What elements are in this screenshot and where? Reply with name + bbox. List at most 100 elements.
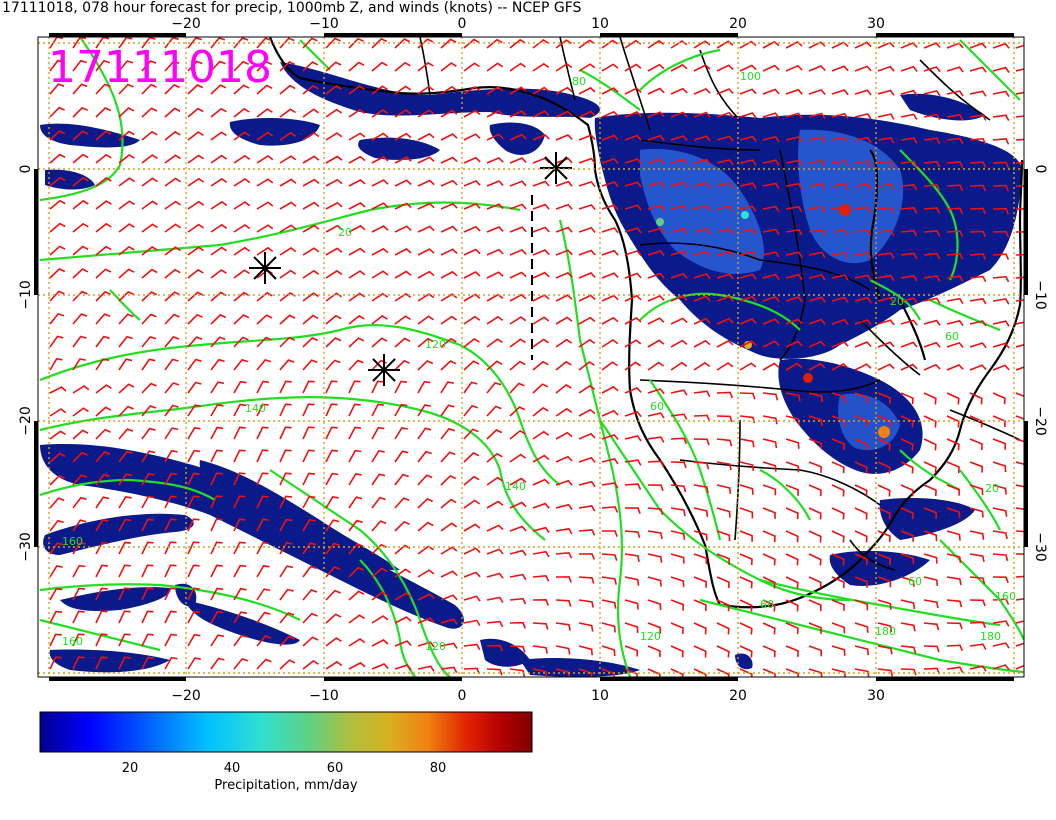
wind-barb: [601, 433, 619, 441]
wind-barb: [578, 86, 596, 95]
wind-barb: [969, 297, 987, 305]
wind-barb: [118, 223, 135, 233]
wind-barb: [578, 110, 596, 118]
wind-barb: [325, 449, 338, 463]
wind-barb: [762, 318, 780, 325]
wind-barb: [946, 66, 964, 73]
wind-barb: [808, 88, 826, 96]
wind-barb: [693, 295, 711, 302]
wind-barb: [992, 253, 1010, 261]
wind-barb: [417, 641, 435, 648]
wind-barb: [302, 660, 319, 670]
wind-barb: [440, 594, 458, 601]
wind-barb: [256, 635, 272, 647]
wind-barb: [969, 576, 986, 585]
wind-barb: [877, 530, 891, 543]
contour-line: [759, 469, 811, 521]
wind-barb: [532, 62, 550, 72]
wind-barb: [900, 415, 914, 428]
wind-barb: [716, 391, 734, 399]
wind-barb: [279, 359, 295, 371]
wind-barb: [394, 568, 411, 578]
wind-barb: [946, 184, 964, 192]
wind-barb: [946, 161, 964, 168]
wind-barb: [348, 403, 361, 417]
wind-barb: [302, 224, 320, 233]
lon-label-top: −10: [309, 16, 339, 32]
wind-barb: [141, 405, 157, 417]
wind-barb: [95, 290, 111, 302]
wind-barb: [670, 158, 688, 165]
wind-barb: [49, 176, 66, 187]
wind-barb: [302, 612, 318, 624]
wind-barb: [900, 668, 917, 676]
wind-barb: [141, 130, 158, 141]
wind-barb: [693, 181, 711, 189]
precip-patch-equator-2: [358, 137, 440, 160]
wind-barb: [233, 178, 251, 187]
wind-barb: [808, 645, 823, 657]
wind-barb: [486, 315, 504, 325]
contour-line: [299, 39, 331, 71]
wind-barb: [670, 272, 688, 279]
wind-barb: [1015, 553, 1024, 555]
wind-barb: [808, 340, 826, 348]
wind-barb: [440, 381, 454, 394]
wind-barb: [371, 292, 389, 302]
wind-barb: [831, 274, 849, 281]
wind-barb: [49, 610, 63, 624]
wind-barb: [624, 204, 642, 211]
contour-line: [269, 469, 451, 677]
wind-barb: [187, 268, 204, 279]
wind-barb: [578, 432, 596, 440]
wind-barb: [1015, 91, 1024, 95]
wind-barb: [923, 113, 941, 121]
wind-barb: [440, 109, 458, 118]
wind-barb: [877, 363, 895, 371]
wind-barb: [670, 87, 688, 95]
wind-barb: [187, 404, 202, 417]
lon-label-top: 20: [729, 16, 747, 32]
wind-barb: [647, 412, 665, 419]
wind-barb: [118, 587, 131, 601]
chart-title: 17111018, 078 hour forecast for precip, …: [2, 0, 582, 16]
contour-line: [959, 469, 1001, 531]
wind-barb: [992, 484, 1007, 495]
wind-barb: [555, 360, 572, 371]
wind-barb: [348, 426, 361, 440]
wind-barb: [279, 565, 294, 578]
wind-barb: [256, 564, 270, 578]
wind-barb: [233, 291, 250, 302]
wind-barb: [417, 202, 435, 210]
wind-barb: [969, 415, 983, 428]
wind-barb: [601, 622, 616, 633]
wind-barb: [877, 183, 895, 191]
wind-barb: [532, 502, 550, 509]
wind-barb: [210, 634, 225, 647]
wind-barb: [785, 530, 799, 543]
wind-barb: [555, 338, 573, 348]
wind-barb: [1015, 343, 1024, 348]
contour-line: [599, 419, 851, 602]
contour-label: 160: [995, 590, 1016, 603]
wind-barb: [440, 293, 458, 302]
wind-barb: [716, 273, 734, 280]
wind-barb: [440, 522, 458, 532]
wind-barb: [693, 553, 708, 565]
wind-barb: [992, 530, 1008, 540]
wind-barb: [739, 576, 753, 589]
wind-barb: [532, 598, 549, 606]
wind-barb: [555, 157, 573, 164]
wind-barb: [923, 42, 941, 49]
wind-barb: [141, 177, 158, 187]
wind-barb: [325, 566, 341, 578]
contour-label: 60: [760, 598, 774, 611]
wind-barb: [371, 496, 386, 509]
wind-barb: [210, 495, 223, 509]
wind-barb: [210, 472, 223, 486]
wind-barb: [463, 381, 478, 394]
wind-barb: [417, 270, 435, 279]
wind-barb: [900, 160, 918, 168]
wind-barb: [509, 271, 527, 279]
